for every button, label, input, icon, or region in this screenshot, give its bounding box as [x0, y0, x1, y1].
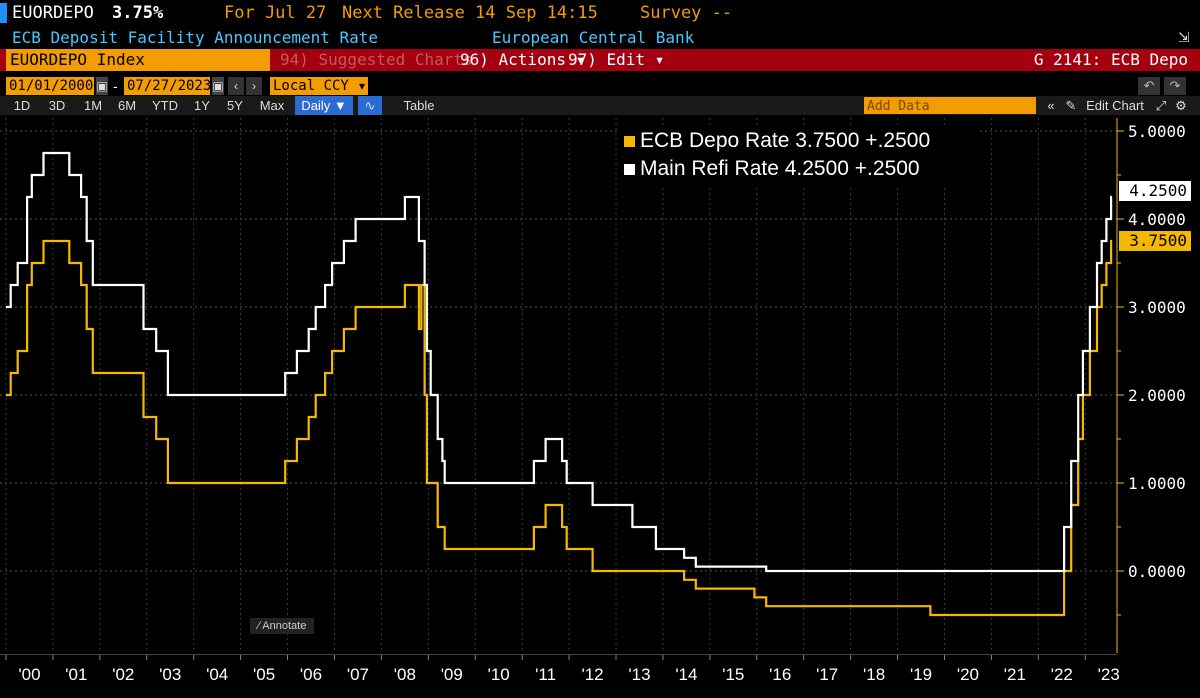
security-description: ECB Deposit Facility Announcement Rate [12, 28, 379, 47]
legend-label-depo: ECB Depo Rate 3.7500 +.2500 [640, 129, 931, 152]
prev-period-icon[interactable]: ‹ [228, 77, 244, 95]
end-date-field[interactable]: 07/27/2023 [124, 77, 211, 95]
edit-chart-button[interactable]: Edit Chart [1086, 98, 1144, 113]
frequency-select[interactable]: Daily ▼ [295, 96, 353, 115]
legend-label-refi: Main Refi Rate 4.2500 +.2500 [640, 157, 920, 180]
y-tick-label: 0.0000 [1128, 562, 1186, 581]
y-tick-label: 3.0000 [1128, 298, 1186, 317]
next-period-icon[interactable]: › [246, 77, 262, 95]
period-1d-button[interactable]: 1D [13, 98, 31, 113]
x-tick-label: '17 [816, 665, 838, 684]
period-5y-button[interactable]: 5Y [227, 98, 243, 113]
rate-chart[interactable]: 5.0000 4.0000 3.0000 2.0000 1.0000 0.0000 [0, 118, 1200, 653]
x-tick-label: '05 [253, 665, 275, 684]
period-1y-button[interactable]: 1Y [194, 98, 210, 113]
range-separator: - [113, 78, 118, 94]
annotate-label: Annotate [262, 620, 307, 632]
x-tick-label: '23 [1098, 665, 1120, 684]
y-tick-label: 5.0000 [1128, 122, 1186, 141]
for-date: For Jul 27 [224, 3, 327, 23]
edit-menu[interactable]: 97) Edit ▾ [568, 50, 665, 69]
data-source: European Central Bank [492, 28, 695, 47]
last-value-tag-depo: 3.7500 [1119, 231, 1191, 251]
x-tick-label: '02 [112, 665, 134, 684]
period-6m-button[interactable]: 6M [117, 98, 137, 113]
x-tick-label: '04 [206, 665, 228, 684]
y-tick-label: 1.0000 [1128, 474, 1186, 493]
x-tick-label: '01 [65, 665, 87, 684]
period-1m-button[interactable]: 1M [83, 98, 103, 113]
annotate-button[interactable]: ∕ Annotate [250, 618, 315, 634]
security-field[interactable]: EUORDEPO Index [6, 49, 270, 71]
series-lines [6, 151, 1113, 617]
redo-icon[interactable]: ↷ [1164, 77, 1186, 95]
description-bar: ECB Deposit Facility Announcement Rate E… [0, 27, 1200, 49]
table-button[interactable]: Table [403, 98, 435, 113]
expand-icon[interactable]: ⤢ [1155, 98, 1167, 113]
settings-gear-icon[interactable]: ⚙ [1175, 98, 1187, 113]
command-toolbar: EUORDEPO Index 94) Suggested Charts 96) … [0, 49, 1200, 71]
series-line-refi [6, 151, 1113, 573]
last-value: 3.75% [112, 3, 164, 23]
actions-menu[interactable]: 96) Actions ▾ [460, 50, 586, 69]
ticker-marker [0, 3, 7, 23]
legend-item-depo[interactable]: ECB Depo Rate 3.7500 +.2500 [618, 127, 978, 155]
period-bar: 1D 3D 1M 6M YTD 1Y 5Y Max Daily ▼ ∿ Tabl… [0, 96, 1200, 115]
x-tick-label: '13 [628, 665, 650, 684]
chart-legend: ECB Depo Rate 3.7500 +.2500 Main Refi Ra… [618, 127, 978, 187]
x-tick-label: '07 [347, 665, 369, 684]
y-tick-label: 2.0000 [1128, 386, 1186, 405]
legend-item-refi[interactable]: Main Refi Rate 4.2500 +.2500 [618, 155, 978, 183]
collapse-icon[interactable]: « [1047, 98, 1055, 113]
x-tick-label: '18 [863, 665, 885, 684]
x-tick-label: '00 [18, 665, 40, 684]
add-data-input[interactable]: Add Data [864, 97, 1036, 114]
x-tick-label: '19 [910, 665, 932, 684]
x-tick-label: '09 [441, 665, 463, 684]
popout-icon[interactable]: ⇲ [1178, 29, 1190, 45]
currency-select[interactable]: Local CCY [270, 77, 356, 95]
pencil-icon[interactable]: ✎ [1065, 98, 1077, 113]
ticker-short: EUORDEPO [12, 3, 94, 23]
end-calendar-icon[interactable]: ▣ [212, 77, 224, 95]
x-axis: '00 '01 '02 '03 '04 '05 '06 '07 '08 '09 '10 '11 '12 '… [0, 654, 1200, 693]
period-max-button[interactable]: Max [259, 98, 285, 113]
start-calendar-icon[interactable]: ▣ [96, 77, 108, 95]
last-value-tag-refi: 4.2500 [1119, 181, 1191, 201]
header-bar: EUORDEPO 3.75% For Jul 27 Next Release 1… [0, 0, 1200, 26]
x-tick-label: '11 [535, 665, 556, 684]
x-tick-label: '20 [957, 665, 979, 684]
undo-icon[interactable]: ↶ [1138, 77, 1160, 95]
date-range-bar: 01/01/2000 ▣ - 07/27/2023 ▣ ‹ › Local CC… [0, 77, 1200, 95]
start-date-field[interactable]: 01/01/2000 [6, 77, 94, 95]
x-tick-label: '21 [1004, 665, 1026, 684]
x-tick-label: '15 [722, 665, 744, 684]
period-3d-button[interactable]: 3D [48, 98, 66, 113]
x-tick-label: '22 [1051, 665, 1073, 684]
legend-swatch-refi [624, 164, 635, 175]
x-axis-divider [0, 654, 1117, 655]
x-axis-labels: '00 '01 '02 '03 '04 '05 '06 '07 '08 '09 '10 '11 '12 '… [5, 654, 1120, 684]
y-axis: 5.0000 4.0000 3.0000 2.0000 1.0000 0.0000 [1116, 118, 1186, 653]
x-tick-label: '08 [394, 665, 416, 684]
currency-chevron-icon[interactable]: ▾ [356, 77, 368, 95]
survey: Survey -- [640, 3, 733, 23]
annotate-pencil-icon: ∕ [258, 620, 263, 632]
x-tick-label: '14 [675, 665, 697, 684]
function-label: G 2141: ECB Depo [1033, 50, 1188, 69]
x-tick-label: '06 [300, 665, 322, 684]
x-tick-label: '12 [581, 665, 603, 684]
next-release: Next Release 14 Sep 14:15 [342, 3, 598, 23]
suggested-charts-button[interactable]: 94) Suggested Charts [280, 50, 473, 69]
x-tick-label: '10 [488, 665, 510, 684]
line-chart-icon[interactable]: ∿ [358, 96, 382, 115]
period-ytd-button[interactable]: YTD [152, 98, 178, 113]
y-tick-label: 4.0000 [1128, 210, 1186, 229]
series-line-depo [6, 239, 1113, 617]
x-tick-label: '03 [159, 665, 181, 684]
x-tick-label: '16 [769, 665, 791, 684]
legend-swatch-depo [624, 136, 635, 147]
